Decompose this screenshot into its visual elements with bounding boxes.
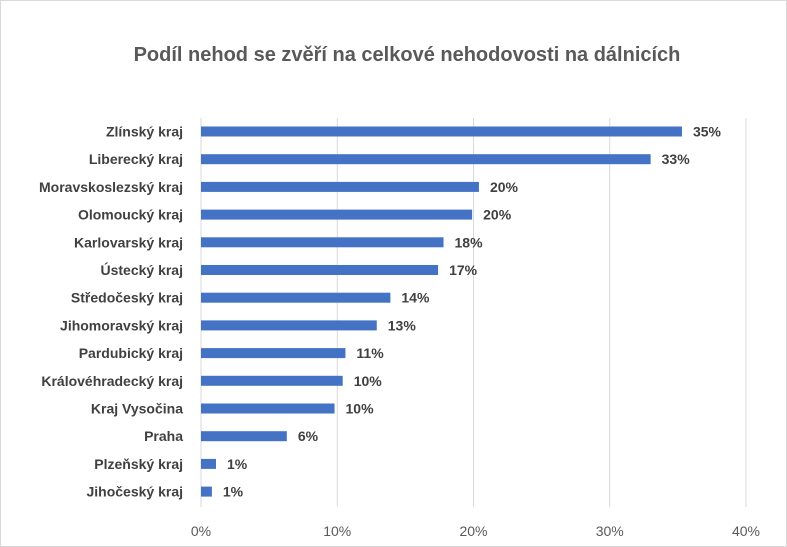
data-label-6: 14% [401,290,430,306]
bar-0 [201,126,682,137]
data-label-7: 13% [388,317,417,333]
bar-4 [201,237,444,248]
bar-12 [201,458,216,469]
x-tick-label-2: 20% [459,523,487,539]
bar-1 [201,154,651,165]
data-label-11: 6% [298,428,319,444]
category-label-0: Zlínský kraj [106,124,183,140]
x-tick-label-4: 40% [732,523,760,539]
category-label-5: Ústecký kraj [100,261,183,278]
bar-5 [201,265,439,275]
data-label-4: 18% [455,234,484,250]
category-label-9: Královéhradecký kraj [41,373,183,389]
category-label-3: Olomoucký kraj [78,207,183,223]
data-label-13: 1% [223,484,244,500]
data-label-1: 33% [662,151,691,167]
data-label-0: 35% [693,124,722,140]
bar-8 [201,348,346,359]
bar-2 [201,181,479,192]
x-tick-label-3: 30% [596,523,624,539]
category-label-4: Karlovarský kraj [74,234,183,250]
data-label-10: 10% [346,401,375,417]
category-label-8: Pardubický kraj [79,345,183,361]
data-label-2: 20% [490,179,519,195]
data-label-3: 20% [483,207,512,223]
category-label-13: Jihočeský kraj [86,484,183,500]
data-label-12: 1% [227,456,248,472]
x-tick-label-1: 10% [323,523,351,539]
category-label-10: Kraj Vysočina [91,401,183,417]
category-label-11: Praha [144,428,183,444]
bar-3 [201,209,473,220]
bar-9 [201,375,343,386]
bar-13 [201,486,212,497]
bar-6 [201,292,391,303]
data-label-8: 11% [356,345,384,361]
data-label-9: 10% [354,373,383,389]
bar-7 [201,320,377,331]
category-label-6: Středočeský kraj [71,290,183,306]
data-label-5: 17% [449,262,478,278]
bar-10 [201,403,335,414]
category-label-7: Jihomoravský kraj [60,317,183,333]
x-tick-label-0: 0% [191,523,211,539]
category-label-1: Liberecký kraj [89,151,183,167]
bar-11 [201,431,287,442]
category-label-2: Moravskoslezský kraj [39,179,183,195]
chart-title: Podíl nehod se zvěří na celkové nehodovo… [133,44,681,66]
category-label-12: Plzeňský kraj [94,456,183,472]
